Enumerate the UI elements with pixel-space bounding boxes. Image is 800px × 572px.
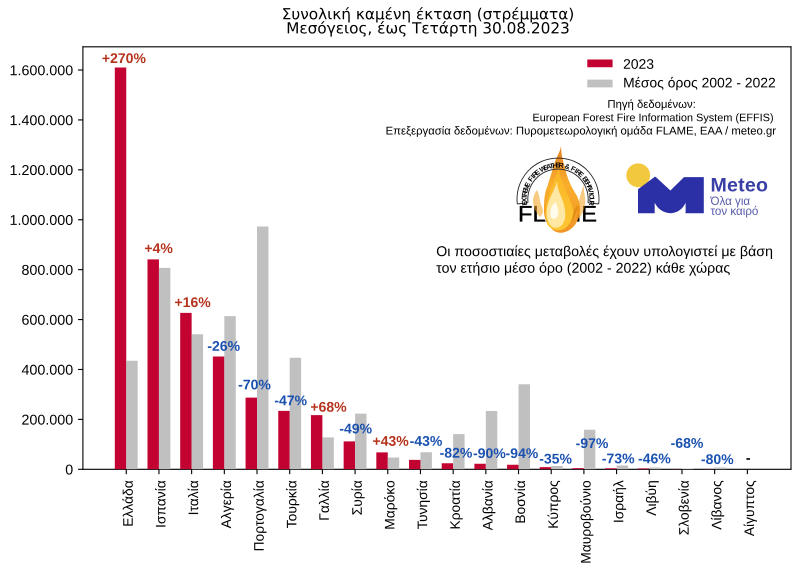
svg-text:B: B [580, 176, 589, 184]
svg-text:T: T [522, 194, 529, 199]
svg-text:I: I [573, 168, 578, 175]
svg-text:T: T [549, 163, 555, 171]
svg-text:E: E [556, 163, 561, 170]
svg-text:V: V [586, 188, 594, 195]
svg-text:X: X [522, 197, 529, 202]
svg-text:O: O [587, 194, 594, 200]
svg-text:Meteo: Meteo [711, 174, 769, 196]
svg-text:E: E [576, 171, 584, 180]
svg-text:I: I [530, 174, 537, 180]
svg-text:A: A [545, 163, 552, 171]
svg-text:R: R [587, 200, 595, 206]
svg-text:E: E [522, 187, 530, 194]
svg-text:&: & [564, 163, 571, 171]
svg-text:I: I [587, 192, 594, 195]
svg-text:W: W [539, 165, 548, 174]
svg-text:R: R [531, 171, 539, 180]
svg-text:R: R [558, 162, 564, 169]
svg-text:E: E [522, 200, 530, 206]
svg-text:F: F [527, 175, 536, 183]
svg-text:E: E [534, 169, 542, 178]
svg-text:H: H [584, 181, 592, 189]
svg-text:R: R [522, 191, 530, 197]
svg-text:M: M [523, 184, 532, 192]
svg-text:Όλα για: Όλα για [710, 195, 751, 208]
svg-text:E: E [524, 181, 532, 189]
svg-text:E: E [542, 164, 549, 172]
svg-text:H: H [552, 162, 558, 169]
svg-text:A: A [585, 184, 593, 191]
svg-text:F: F [569, 166, 577, 175]
svg-text:R: R [574, 169, 582, 178]
svg-text:E: E [582, 178, 591, 186]
svg-text:τον καιρό: τον καιρό [711, 205, 759, 218]
svg-text:U: U [587, 197, 594, 202]
